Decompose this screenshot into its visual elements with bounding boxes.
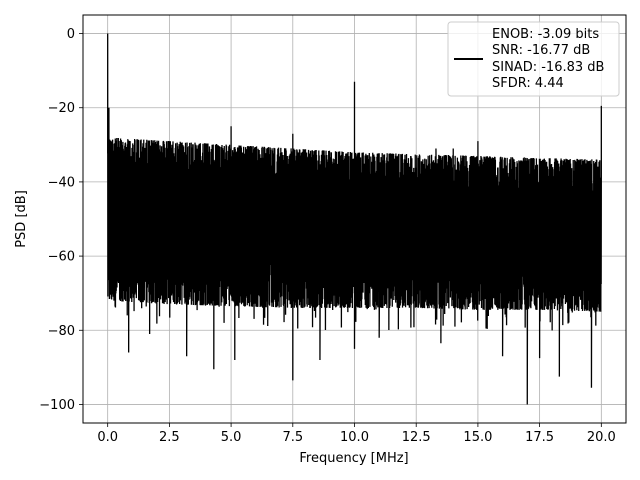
y-tick-label: 0 (67, 27, 75, 42)
x-tick-label: 7.5 (282, 430, 303, 445)
y-tick-label: −40 (48, 175, 75, 190)
x-tick-label: 15.0 (463, 430, 492, 445)
y-tick-label: −20 (48, 101, 75, 116)
legend-line-2: SNR: -16.77 dB (492, 43, 590, 58)
legend-line-1: ENOB: -3.09 bits (492, 27, 599, 42)
y-axis: 0 −20 −40 −60 −80 −100 (39, 27, 83, 413)
legend-box (447, 21, 620, 97)
x-tick-label: 17.5 (525, 430, 554, 445)
legend: ENOB: -3.09 bits SNR: -16.77 dB SINAD: -… (447, 21, 620, 97)
legend-line-4: SFDR: 4.44 (492, 76, 564, 91)
legend-line-3: SINAD: -16.83 dB (492, 60, 604, 75)
x-tick-label: 0.0 (97, 430, 118, 445)
x-tick-label: 2.5 (159, 430, 180, 445)
x-axis: 0.0 2.5 5.0 7.5 10.0 12.5 15.0 17.5 20.0 (97, 423, 616, 445)
psd-series-line (107, 33, 602, 405)
x-tick-label: 5.0 (221, 430, 242, 445)
y-tick-label: −100 (39, 398, 75, 413)
x-tick-label: 10.0 (340, 430, 369, 445)
psd-line (107, 33, 602, 405)
x-tick-label: 12.5 (402, 430, 431, 445)
y-tick-label: −60 (48, 250, 75, 265)
y-axis-label: PSD [dB] (14, 190, 29, 248)
x-axis-label: Frequency [MHz] (299, 451, 408, 466)
y-tick-label: −80 (48, 324, 75, 339)
x-tick-label: 20.0 (587, 430, 616, 445)
